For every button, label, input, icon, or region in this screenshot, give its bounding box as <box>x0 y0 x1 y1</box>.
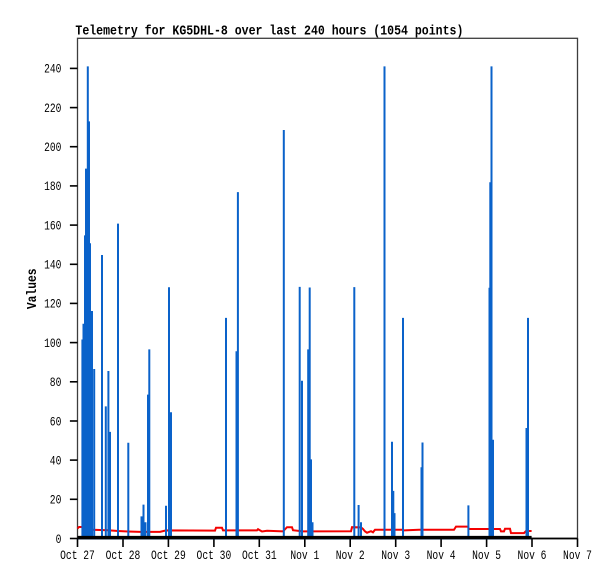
svg-text:Oct 27: Oct 27 <box>60 549 95 563</box>
svg-text:Telemetry for KG5DHL-8 over la: Telemetry for KG5DHL-8 over last 240 hou… <box>75 24 463 39</box>
svg-text:160: 160 <box>44 219 61 233</box>
svg-text:140: 140 <box>44 259 61 273</box>
svg-text:Nov 4: Nov 4 <box>427 549 456 563</box>
svg-text:180: 180 <box>44 180 61 194</box>
svg-text:0: 0 <box>56 533 62 547</box>
svg-text:Oct 31: Oct 31 <box>242 549 277 563</box>
svg-text:Nov 3: Nov 3 <box>381 549 410 563</box>
svg-text:Values: Values <box>26 269 41 310</box>
svg-text:120: 120 <box>44 298 61 312</box>
svg-text:240: 240 <box>44 63 61 77</box>
svg-text:Nov 6: Nov 6 <box>518 549 547 563</box>
svg-text:Nov 7: Nov 7 <box>563 549 592 563</box>
svg-text:Nov 1: Nov 1 <box>290 549 319 563</box>
svg-text:Oct 29: Oct 29 <box>151 549 186 563</box>
svg-text:100: 100 <box>44 337 61 351</box>
svg-text:80: 80 <box>50 376 62 390</box>
svg-text:Oct 30: Oct 30 <box>197 549 232 563</box>
svg-text:60: 60 <box>50 415 62 429</box>
svg-text:220: 220 <box>44 102 61 116</box>
svg-text:Nov 5: Nov 5 <box>472 549 501 563</box>
svg-text:40: 40 <box>50 454 62 468</box>
svg-text:Oct 28: Oct 28 <box>106 549 141 563</box>
svg-text:200: 200 <box>44 141 61 155</box>
svg-text:20: 20 <box>50 494 62 508</box>
svg-text:Nov 2: Nov 2 <box>336 549 365 563</box>
